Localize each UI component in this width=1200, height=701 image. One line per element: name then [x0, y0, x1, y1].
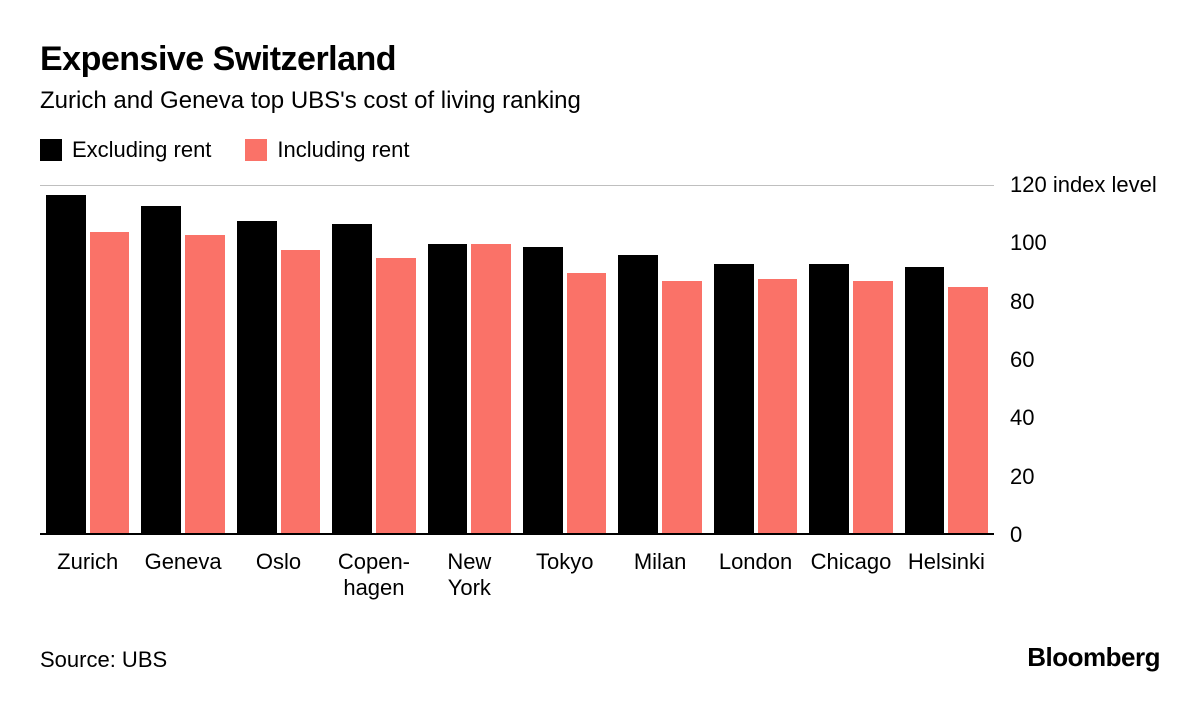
bar-including [948, 287, 988, 533]
chart-title: Expensive Switzerland [40, 40, 1160, 79]
y-tick-label: 40 [1010, 405, 1034, 431]
bar-excluding [905, 267, 945, 533]
bar-group [612, 186, 707, 533]
bar-excluding [618, 255, 658, 533]
x-tick-label: London [708, 549, 803, 602]
bar-group [40, 186, 135, 533]
x-tick-label: New York [422, 549, 517, 602]
bar-excluding [237, 221, 277, 533]
bar-excluding [809, 264, 849, 533]
y-tick-label: 80 [1010, 289, 1034, 315]
x-tick-label: Copen- hagen [326, 549, 421, 602]
y-axis: 120 index level100806040200 [1010, 185, 1160, 535]
bar-excluding [523, 247, 563, 533]
bar-including [758, 279, 798, 533]
source-text: Source: UBS [40, 647, 167, 673]
bar-including [853, 281, 893, 533]
bar-including [281, 250, 321, 533]
x-tick-label: Zurich [40, 549, 135, 602]
bar-group [422, 186, 517, 533]
bar-including [471, 244, 511, 533]
x-tick-label: Tokyo [517, 549, 612, 602]
legend-swatch-including [245, 139, 267, 161]
chart-container: Expensive Switzerland Zurich and Geneva … [0, 0, 1200, 701]
y-tick-label: 20 [1010, 464, 1034, 490]
bar-including [567, 273, 607, 533]
chart-subtitle: Zurich and Geneva top UBS's cost of livi… [40, 87, 1160, 115]
bar-excluding [332, 224, 372, 533]
legend-item-excluding: Excluding rent [40, 137, 211, 163]
x-tick-label: Chicago [803, 549, 898, 602]
bar-group [135, 186, 230, 533]
bar-group [899, 186, 994, 533]
chart-row: 120 index level100806040200 [40, 185, 1160, 535]
bar-group [708, 186, 803, 533]
y-tick-label: 0 [1010, 522, 1022, 548]
bar-excluding [714, 264, 754, 533]
bar-group [517, 186, 612, 533]
footer: Source: UBS Bloomberg [40, 642, 1160, 673]
bar-excluding [428, 244, 468, 533]
bar-group [326, 186, 421, 533]
bar-including [376, 258, 416, 533]
bloomberg-logo: Bloomberg [1027, 642, 1160, 673]
legend-item-including: Including rent [245, 137, 409, 163]
bar-including [90, 232, 130, 533]
x-tick-label: Oslo [231, 549, 326, 602]
plot-area [40, 185, 994, 535]
x-tick-label: Helsinki [899, 549, 994, 602]
bar-group [231, 186, 326, 533]
x-axis-labels: ZurichGenevaOsloCopen- hagenNew YorkToky… [40, 549, 1160, 602]
y-tick-label: 100 [1010, 230, 1047, 256]
legend: Excluding rent Including rent [40, 137, 1160, 163]
x-tick-label: Geneva [135, 549, 230, 602]
x-label-spacer [994, 549, 1160, 602]
legend-label-including: Including rent [277, 137, 409, 163]
legend-swatch-excluding [40, 139, 62, 161]
y-tick-label: 120 index level [1010, 172, 1157, 198]
bar-including [185, 235, 225, 533]
bar-excluding [141, 206, 181, 533]
bar-excluding [46, 195, 86, 533]
y-tick-label: 60 [1010, 347, 1034, 373]
bar-including [662, 281, 702, 533]
bars-area [40, 185, 994, 535]
bar-group [803, 186, 898, 533]
legend-label-excluding: Excluding rent [72, 137, 211, 163]
x-tick-label: Milan [612, 549, 707, 602]
